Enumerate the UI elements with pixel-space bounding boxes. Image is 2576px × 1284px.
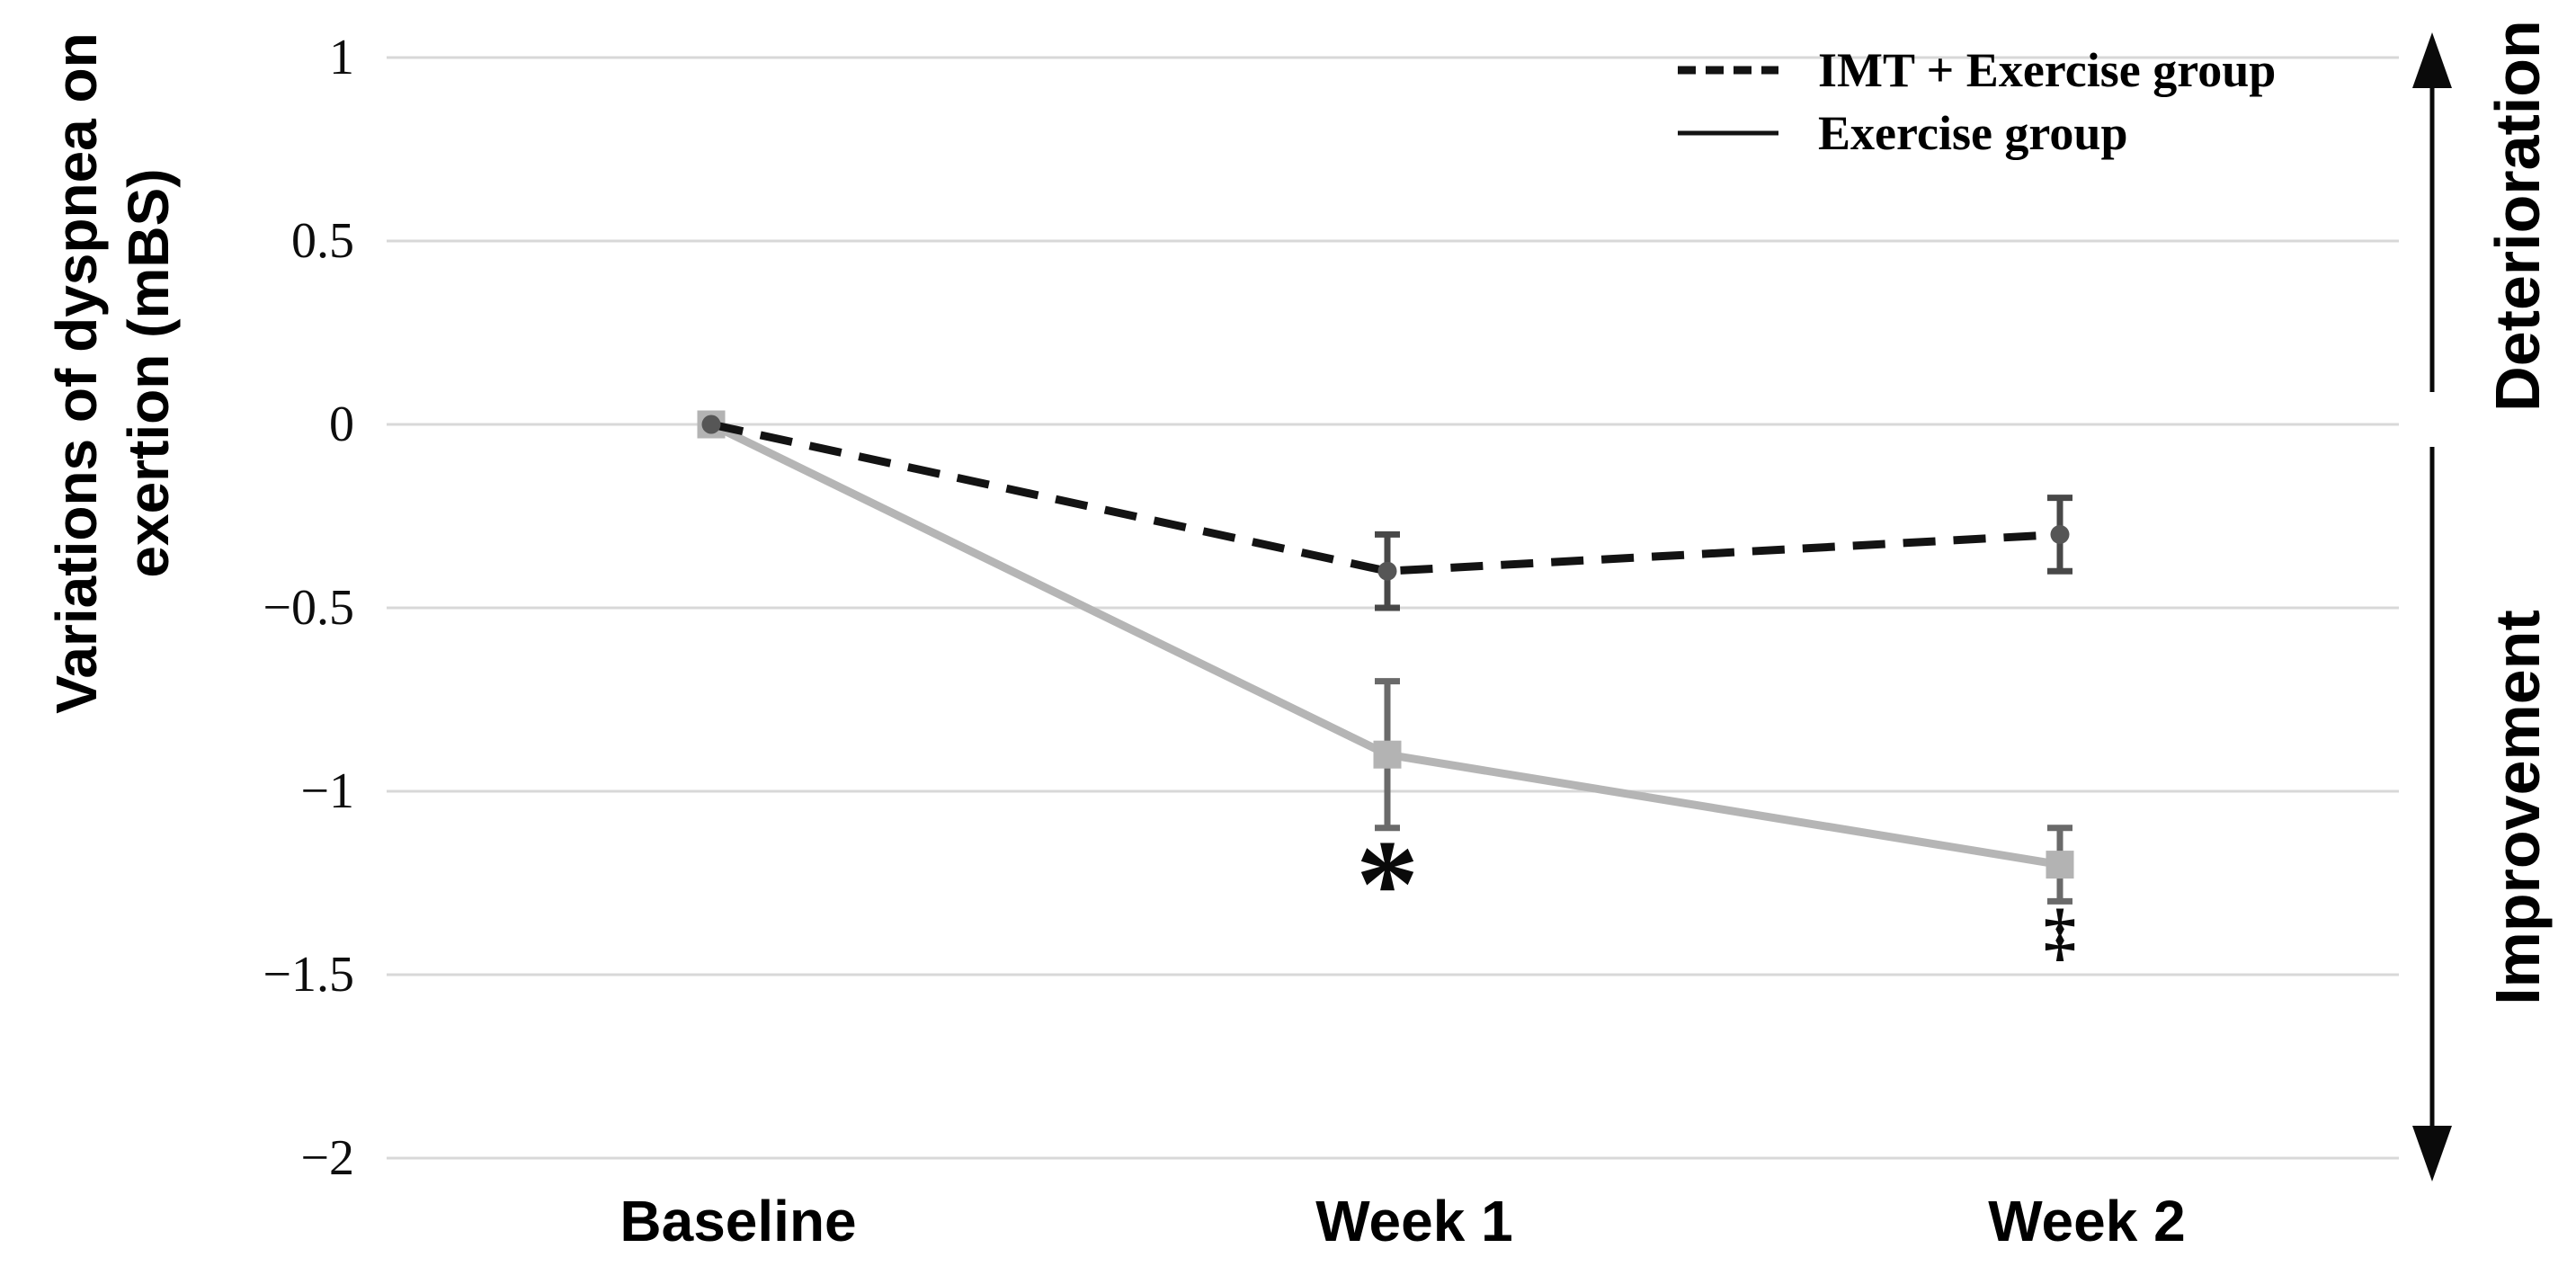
y-axis-tick-label: −1 — [300, 763, 354, 819]
circle-data-point-marker — [701, 415, 721, 434]
significance-double-dagger: ‡ — [2044, 896, 2076, 967]
deterioration-label: Deterioration — [2482, 20, 2553, 412]
legend: IMT + Exercise group Exercise group — [1678, 39, 2276, 165]
x-axis-label: Baseline — [619, 1189, 857, 1253]
y-axis-tick-label: −0.5 — [263, 580, 354, 636]
circle-data-point-marker — [2050, 524, 2070, 544]
x-axis-label: Week 2 — [1988, 1189, 2186, 1253]
circle-data-point-marker — [1377, 561, 1397, 581]
y-axis-tick-label: −1.5 — [263, 947, 354, 1003]
square-data-point-marker — [2046, 851, 2074, 879]
square-data-point-marker — [1373, 740, 1402, 769]
y-axis-tick-label: 0.5 — [291, 213, 354, 269]
dashed-line-swatch-icon — [1678, 66, 1778, 75]
improvement-label: Improvement — [2482, 610, 2553, 1005]
improvement-arrow-down-head — [2412, 1126, 2452, 1181]
solid-line-swatch-icon — [1678, 130, 1778, 136]
legend-label: IMT + Exercise group — [1818, 43, 2277, 97]
x-axis-label: Week 1 — [1315, 1189, 1513, 1253]
y-axis-tick-label: −2 — [300, 1130, 354, 1186]
y-axis-tick-label: 1 — [329, 30, 354, 85]
legend-item-exercise: Exercise group — [1678, 102, 2276, 165]
deterioration-arrow-up-head — [2412, 32, 2452, 88]
legend-item-imt-exercise: IMT + Exercise group — [1678, 39, 2276, 102]
significance-asterisk: * — [1356, 815, 1419, 954]
legend-label: Exercise group — [1818, 106, 2128, 160]
series-line-dashed — [710, 420, 2061, 575]
y-axis-tick-label: 0 — [329, 397, 354, 452]
